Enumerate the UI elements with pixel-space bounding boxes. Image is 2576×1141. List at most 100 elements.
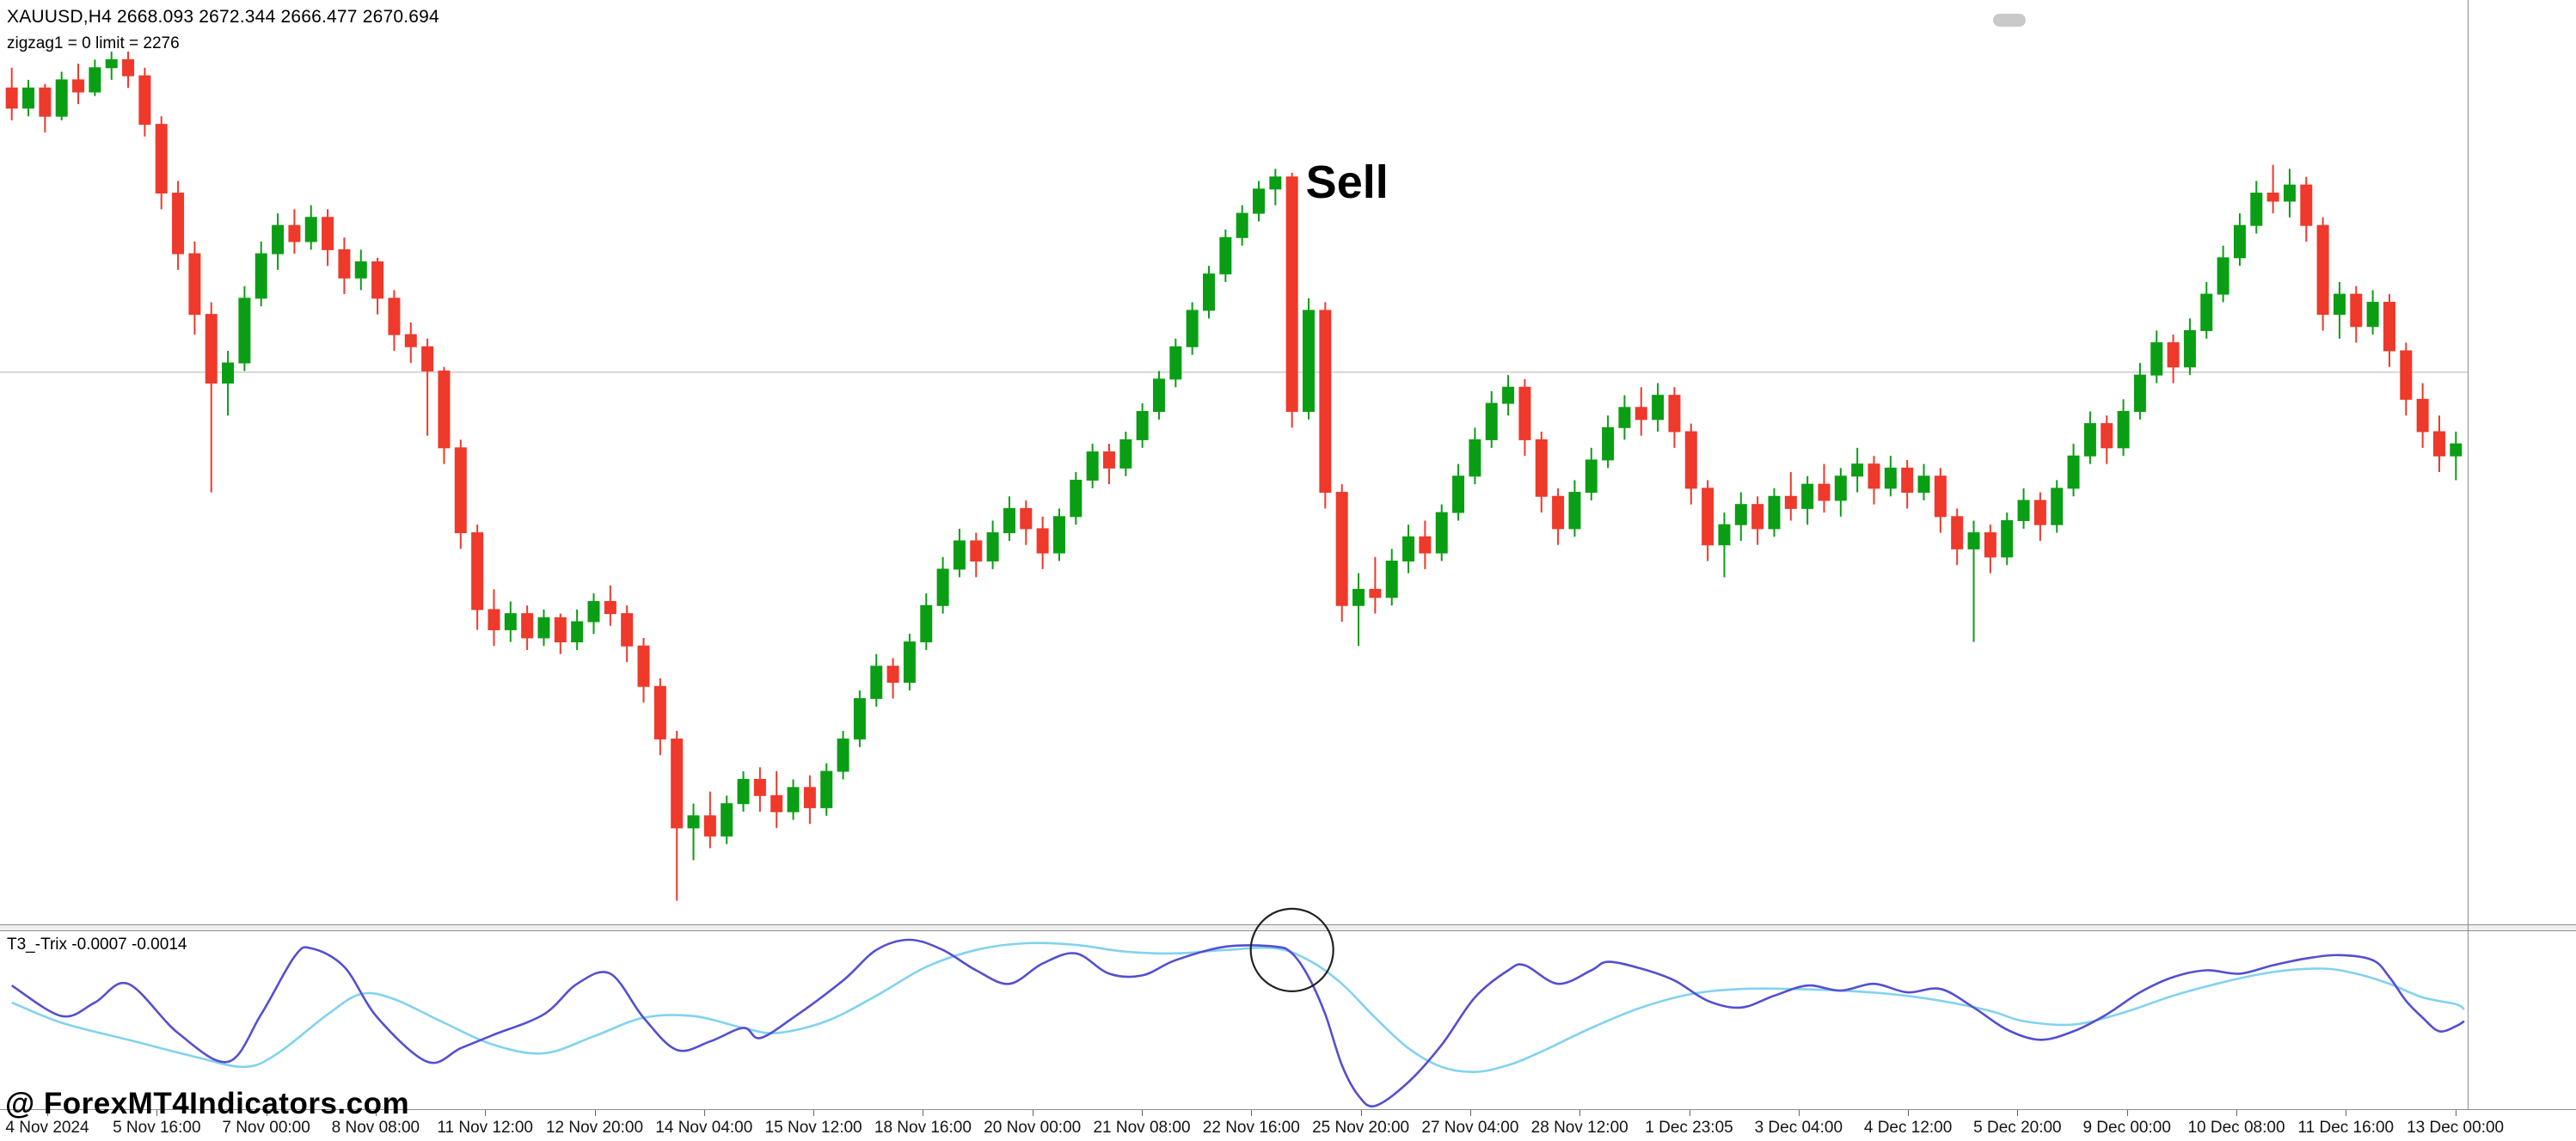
bear-candle xyxy=(1868,463,1880,489)
time-axis-label: 8 Nov 08:00 xyxy=(331,1119,420,1137)
bear-candle xyxy=(770,794,783,813)
bull-candle xyxy=(1152,378,1165,413)
bull-candle xyxy=(304,217,317,242)
bull-candle xyxy=(1768,495,1781,530)
bull-candle xyxy=(1734,504,1747,525)
bear-candle xyxy=(471,532,484,610)
bear-candle xyxy=(2167,342,2180,368)
bear-candle xyxy=(155,124,168,194)
bear-candle xyxy=(1319,310,1332,494)
bear-candle xyxy=(703,815,716,837)
bull-candle xyxy=(1186,310,1199,347)
time-axis-label: 18 Nov 16:00 xyxy=(874,1119,972,1137)
chart-shift-marker[interactable] xyxy=(1993,14,2026,27)
bear-candle xyxy=(1702,488,1714,546)
bull-candle xyxy=(89,67,101,93)
bear-candle xyxy=(1684,431,1697,489)
time-axis-label: 12 Nov 20:00 xyxy=(545,1119,644,1137)
bear-candle xyxy=(1535,439,1548,497)
bear-candle xyxy=(1818,483,1831,501)
bull-candle xyxy=(1502,386,1515,404)
bear-candle xyxy=(438,370,451,449)
bull-candle xyxy=(737,778,750,805)
time-axis-label: 25 Nov 20:00 xyxy=(1312,1119,1410,1137)
time-axis-tick xyxy=(485,1110,487,1116)
watermark: @ ForexMT4Indicators.com xyxy=(5,1087,410,1120)
time-axis-label: 15 Nov 12:00 xyxy=(764,1119,862,1137)
bull-candle xyxy=(870,666,883,699)
time-axis[interactable]: 4 Nov 2024 5 Nov 16:00 7 Nov 00:00 8 Nov 08… xyxy=(0,1110,2504,1141)
bear-candle xyxy=(1984,532,1996,558)
bear-candle xyxy=(205,314,218,384)
bear-candle xyxy=(1036,528,1049,554)
panel-splitter[interactable] xyxy=(0,924,2576,931)
bull-candle xyxy=(1884,467,1897,489)
bear-candle xyxy=(1635,407,1647,420)
time-axis-label: 22 Nov 16:00 xyxy=(1202,1119,1300,1137)
bull-candle xyxy=(1452,475,1465,513)
price-chart-area[interactable] xyxy=(0,0,2468,924)
bull-candle xyxy=(1352,588,1365,606)
bear-candle xyxy=(554,617,567,643)
bear-candle xyxy=(388,298,401,335)
bull-candle xyxy=(2233,224,2246,259)
time-axis-tick xyxy=(1908,1110,1910,1116)
bull-candle xyxy=(1469,439,1481,477)
time-axis-tick xyxy=(156,1110,158,1116)
price-axis[interactable]: 2670.694 2758.7102744.8502731.2002717.34… xyxy=(2468,0,2576,1109)
bear-candle xyxy=(122,58,135,77)
bear-candle xyxy=(39,87,52,117)
bear-candle xyxy=(1518,386,1531,440)
bull-candle xyxy=(903,641,916,684)
bull-candle xyxy=(2200,293,2213,331)
bull-candle xyxy=(222,362,235,384)
bull-candle xyxy=(1585,459,1598,494)
trix-indicator-readout: T3_-Trix -0.0007 -0.0014 xyxy=(7,935,187,954)
bear-candle xyxy=(1901,467,1914,494)
time-axis-tick xyxy=(594,1110,596,1116)
time-axis-label: 14 Nov 04:00 xyxy=(655,1119,753,1137)
bull-candle xyxy=(1253,188,1266,214)
bear-candle xyxy=(172,193,185,255)
bull-candle xyxy=(920,604,933,643)
time-axis-tick xyxy=(1798,1110,1800,1116)
time-axis-label: 4 Dec 12:00 xyxy=(1863,1119,1953,1137)
bear-candle xyxy=(2316,224,2329,316)
bull-candle xyxy=(820,770,833,808)
bear-candle xyxy=(1102,451,1115,469)
bear-candle xyxy=(970,540,983,562)
bull-candle xyxy=(1568,492,1581,530)
bull-candle xyxy=(2051,488,2064,525)
bull-candle xyxy=(2117,411,2130,449)
bull-candle xyxy=(787,787,800,813)
bull-candle xyxy=(22,87,35,109)
bear-candle xyxy=(1552,495,1565,530)
time-axis-label: 5 Dec 20:00 xyxy=(1973,1119,2062,1137)
bull-candle xyxy=(1086,451,1099,481)
bull-candle xyxy=(2133,374,2146,413)
bull-candle xyxy=(837,738,849,772)
bear-candle xyxy=(886,666,899,684)
bear-candle xyxy=(404,334,417,347)
bear-candle xyxy=(1369,588,1382,598)
time-axis-tick xyxy=(703,1110,705,1116)
time-axis-label: 5 Nov 16:00 xyxy=(113,1119,201,1137)
bear-candle xyxy=(1335,492,1348,606)
bull-candle xyxy=(1485,402,1498,440)
bear-candle xyxy=(138,75,151,126)
bear-candle xyxy=(521,613,534,639)
bear-candle xyxy=(1751,504,1764,530)
bull-candle xyxy=(2450,443,2463,457)
bull-candle xyxy=(1618,407,1631,428)
bear-candle xyxy=(1419,536,1432,554)
bull-candle xyxy=(1219,236,1232,275)
bull-candle xyxy=(936,568,949,606)
indicator-panel[interactable] xyxy=(0,931,2468,1107)
bull-candle xyxy=(1236,212,1248,238)
time-axis-label: 11 Dec 16:00 xyxy=(2297,1119,2395,1137)
time-axis-label: 10 Dec 08:00 xyxy=(2187,1119,2285,1137)
bull-candle xyxy=(1070,479,1083,518)
bull-candle xyxy=(1801,483,1814,509)
bear-candle xyxy=(72,79,85,93)
